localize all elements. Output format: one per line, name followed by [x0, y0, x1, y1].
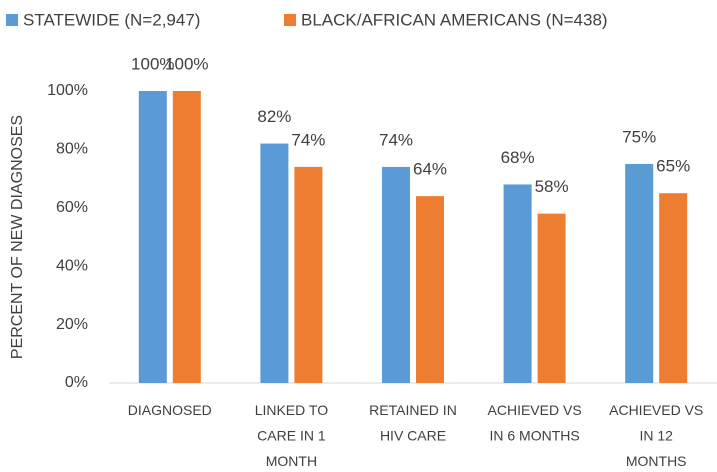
data-label: 74% — [379, 130, 413, 149]
legend-label: BLACK/AFRICAN AMERICANS (N=438) — [301, 10, 608, 29]
data-label: 100% — [131, 54, 174, 73]
legend-label: STATEWIDE (N=2,947) — [23, 10, 200, 29]
x-tick-label: ACHIEVED VS IN 6 MONTHS — [488, 402, 582, 444]
y-tick-label: 100% — [47, 82, 88, 99]
data-label: 100% — [165, 54, 208, 73]
bar — [416, 196, 444, 383]
data-label: 68% — [501, 148, 535, 167]
x-tick-label: RETAINED IN HIV CARE — [369, 402, 457, 444]
bar — [172, 91, 201, 383]
y-tick-label: 80% — [56, 141, 88, 158]
legend-swatch — [284, 14, 296, 26]
bar — [537, 213, 566, 383]
bar — [382, 166, 410, 383]
y-tick-label: 20% — [56, 316, 88, 333]
y-tick-label: 0% — [65, 374, 88, 391]
bar — [625, 164, 654, 383]
x-tick-label: DIAGNOSED — [128, 402, 212, 418]
data-label: 75% — [622, 127, 656, 146]
y-tick-label: 40% — [56, 257, 88, 274]
bar — [138, 91, 167, 383]
data-label: 65% — [656, 157, 690, 176]
bar — [503, 184, 532, 383]
data-label: 64% — [413, 160, 447, 179]
data-label: 74% — [291, 130, 325, 149]
bar — [294, 166, 323, 383]
y-tick-label: 60% — [56, 199, 88, 216]
legend-swatch — [6, 14, 18, 26]
data-label: 58% — [535, 177, 569, 196]
x-tick-label: ACHIEVED VS IN 12 MONTHS — [609, 402, 703, 469]
x-tick-label: LINKED TO CARE IN 1 MONTH — [255, 402, 329, 469]
y-axis-label: PERCENT OF NEW DIAGNOSES — [9, 115, 26, 359]
data-label: 82% — [257, 107, 291, 126]
bar — [659, 193, 688, 383]
bar — [260, 143, 289, 383]
